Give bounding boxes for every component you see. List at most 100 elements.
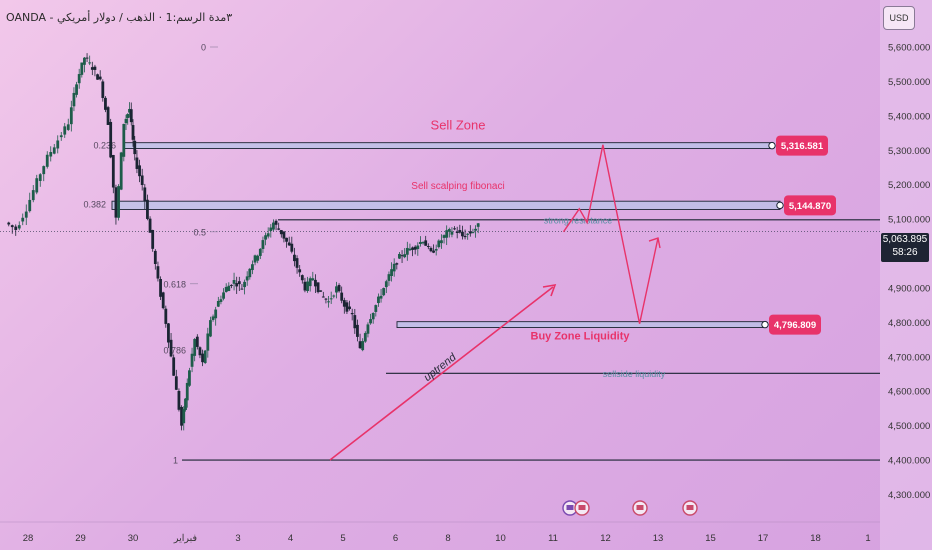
candle-body xyxy=(476,223,480,227)
x-tick-label: 11 xyxy=(548,533,558,544)
candle-body xyxy=(261,240,265,249)
candle-body xyxy=(177,390,181,410)
candle-body xyxy=(96,74,99,80)
candle-body xyxy=(248,268,252,278)
candle-body xyxy=(180,406,183,426)
candle-body xyxy=(400,255,404,257)
candle-body xyxy=(298,269,302,273)
candle-body xyxy=(369,319,372,324)
candle-body xyxy=(358,341,362,349)
uptrend-label: uptrend xyxy=(422,351,459,384)
candle-body xyxy=(413,246,417,250)
x-tick-label: 28 xyxy=(23,533,34,544)
y-tick-label: 5,300.000 xyxy=(888,146,930,157)
candle-body xyxy=(374,305,378,312)
candle-body xyxy=(201,353,204,363)
x-tick-label: فبراير xyxy=(173,533,198,544)
candle-body xyxy=(198,347,202,356)
candle-body xyxy=(321,296,325,298)
candle-body xyxy=(411,247,414,250)
candle-body xyxy=(440,240,443,244)
candle-body xyxy=(332,295,336,297)
fib-level-label: 0.236 xyxy=(93,140,116,150)
candle-body xyxy=(382,288,386,296)
zone-price-label: 4,796.809 xyxy=(774,320,816,331)
x-tick-label: 6 xyxy=(393,533,398,544)
candle-body xyxy=(227,285,231,292)
candle-body xyxy=(128,108,131,113)
candle-body xyxy=(319,290,323,292)
candle-body xyxy=(258,248,262,256)
level-line-label: sellside liquidity xyxy=(603,369,666,379)
candle-body xyxy=(117,186,120,218)
candle-body xyxy=(93,66,97,70)
currency-button[interactable]: USD xyxy=(883,6,915,30)
candle-body xyxy=(35,178,39,193)
x-tick-label: 12 xyxy=(600,533,611,544)
candle-body xyxy=(300,275,304,281)
lightning-icon-glyph xyxy=(566,505,574,510)
zone-title: Buy Zone Liquidity xyxy=(531,331,631,343)
candle-body xyxy=(156,266,160,279)
fib-level-label: 0.5 xyxy=(193,227,206,237)
bar-countdown: 58:26 xyxy=(892,247,918,258)
candle-body xyxy=(80,62,84,75)
uptrend-arrowhead xyxy=(542,283,557,297)
candle-body xyxy=(69,107,73,125)
candle-body xyxy=(243,281,246,288)
candle-body xyxy=(447,229,451,232)
zone-handle xyxy=(776,201,784,210)
candle-body xyxy=(219,299,223,302)
candle-body xyxy=(290,243,294,252)
candle-body xyxy=(38,174,42,181)
candle-body xyxy=(256,255,260,261)
candle-body xyxy=(421,242,425,244)
fib-level-label: 1 xyxy=(173,456,178,466)
candle-body xyxy=(188,370,191,386)
candle-body xyxy=(324,298,328,300)
candle-body xyxy=(366,324,370,334)
y-tick-label: 4,600.000 xyxy=(888,387,930,398)
y-tick-label: 4,900.000 xyxy=(888,283,930,294)
candle-body xyxy=(122,123,126,157)
y-tick-label: 5,500.000 xyxy=(888,77,930,88)
candle-body xyxy=(371,312,375,320)
candle-body xyxy=(455,231,459,233)
candle-body xyxy=(138,165,141,177)
symbol-title[interactable]: OANDA - ٣مدة الرسم:1 · الذهب / دولار أمر… xyxy=(6,11,233,24)
candle-body xyxy=(293,254,296,262)
candle-body xyxy=(303,281,307,291)
candle-body xyxy=(416,245,420,249)
projection-arrowhead xyxy=(648,237,661,249)
candle-body xyxy=(77,74,81,84)
candle-body xyxy=(458,230,462,233)
zone-box xyxy=(123,142,773,149)
candle-body xyxy=(72,92,76,107)
candle-body xyxy=(471,232,475,234)
candle-body xyxy=(395,263,399,265)
candle-body xyxy=(90,67,94,70)
candle-body xyxy=(450,231,454,235)
candle-body xyxy=(387,274,391,281)
candle-body xyxy=(167,323,170,343)
candle-body xyxy=(146,199,149,219)
candle-body xyxy=(453,228,456,230)
candle-body xyxy=(111,154,115,188)
x-tick-label: 5 xyxy=(340,533,345,544)
candle-body xyxy=(356,324,359,337)
candle-body xyxy=(56,140,60,149)
candle-body xyxy=(45,154,49,167)
candle-body xyxy=(403,254,407,258)
y-tick-label: 4,800.000 xyxy=(888,318,930,329)
candle-body xyxy=(384,281,388,288)
y-tick-label: 5,200.000 xyxy=(888,180,930,191)
candle-body xyxy=(316,282,320,293)
zone-box xyxy=(396,321,766,328)
candle-body xyxy=(285,237,288,242)
candle-body xyxy=(408,248,412,251)
candle-body xyxy=(350,312,354,315)
candle-body xyxy=(222,292,225,299)
candle-body xyxy=(98,76,102,80)
candle-body xyxy=(214,309,218,319)
